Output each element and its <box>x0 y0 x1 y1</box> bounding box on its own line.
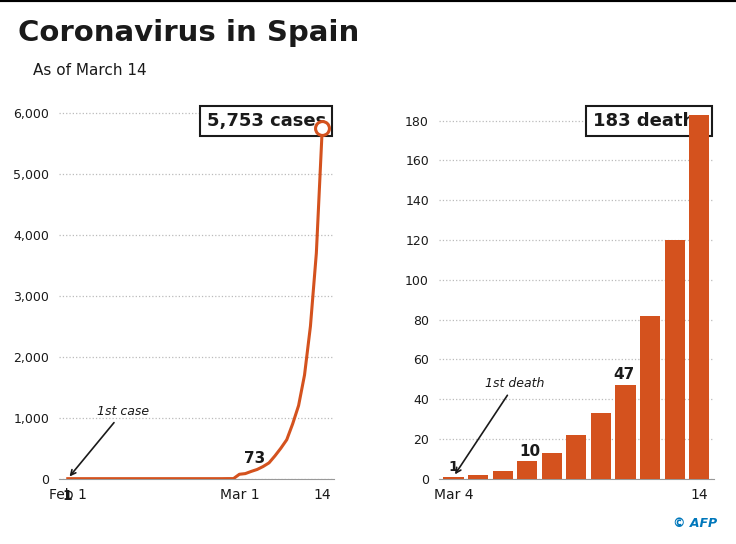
Text: 183 deaths: 183 deaths <box>592 112 706 130</box>
Text: Coronavirus in Spain: Coronavirus in Spain <box>18 19 360 47</box>
Text: As of March 14: As of March 14 <box>33 63 146 78</box>
Bar <box>591 413 611 479</box>
Text: © AFP: © AFP <box>673 517 718 530</box>
Bar <box>665 240 684 479</box>
Text: 1st case: 1st case <box>71 405 149 475</box>
Text: 1: 1 <box>448 460 459 474</box>
Bar <box>640 316 660 479</box>
Text: 1: 1 <box>63 489 73 503</box>
Bar <box>492 471 513 479</box>
Text: 5,753 cases: 5,753 cases <box>207 112 326 130</box>
Bar <box>468 475 488 479</box>
Text: 73: 73 <box>244 452 266 466</box>
Bar <box>517 461 537 479</box>
Bar <box>443 477 464 479</box>
Text: 47: 47 <box>614 367 635 382</box>
Text: 1st death: 1st death <box>456 377 545 473</box>
Bar <box>689 115 710 479</box>
Bar <box>542 453 562 479</box>
Text: 10: 10 <box>519 444 540 459</box>
Bar <box>615 385 635 479</box>
Bar <box>566 435 587 479</box>
